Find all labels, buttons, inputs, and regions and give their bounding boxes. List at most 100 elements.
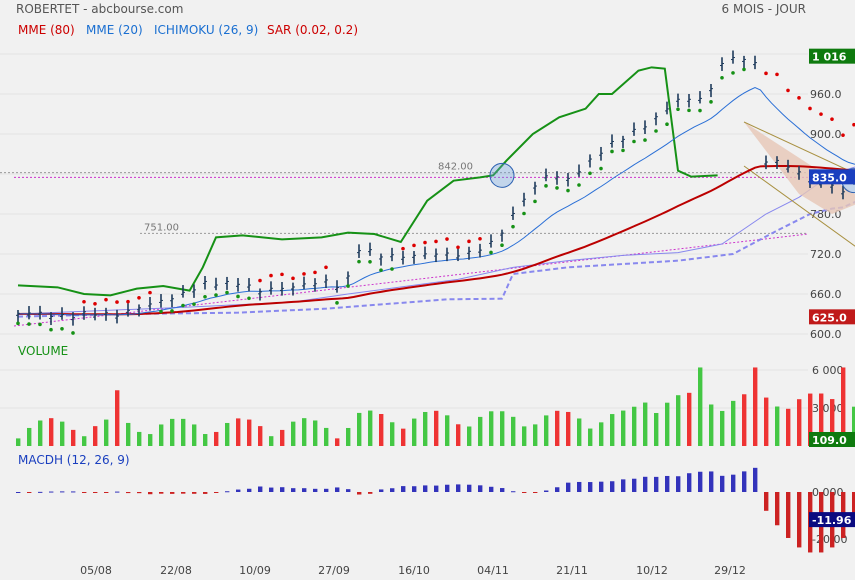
macd-bar: [258, 486, 263, 492]
x-tick-label: 22/08: [160, 564, 192, 577]
sar-dot-up: [610, 149, 614, 154]
macd-bar: [698, 471, 703, 492]
sar-dot-down: [478, 237, 482, 241]
x-tick-label: 04/11: [477, 564, 509, 577]
macd-bar: [786, 492, 791, 538]
volume-bar: [49, 418, 54, 446]
macd-bar: [16, 492, 21, 493]
mme20-line: [17, 87, 855, 316]
macd-bar: [104, 492, 109, 493]
sar-dot-up: [742, 67, 746, 72]
sar-dot-down: [775, 72, 779, 77]
badge-last-close: 835.0: [812, 171, 847, 184]
sar-dot-up: [511, 224, 515, 229]
wedge-lower-line: [743, 165, 855, 247]
badge-low-bg: [809, 309, 855, 325]
volume-bar: [511, 416, 516, 446]
volume-bar: [610, 414, 615, 446]
volume-bar: [115, 390, 120, 446]
macd-bar: [401, 486, 406, 492]
sar-dot-up: [720, 75, 724, 80]
volume-bar: [280, 429, 285, 446]
volume-bar: [104, 419, 109, 446]
sar-dot-down: [830, 117, 834, 121]
macd-bar: [742, 471, 747, 492]
badge-macd: -11.96: [812, 514, 852, 527]
sar-dot-down: [93, 302, 97, 306]
highlight-circle: [489, 162, 515, 188]
volume-bar: [170, 418, 175, 446]
macd-panel: 0.000-20.00-11.96: [16, 467, 855, 553]
x-tick-label: 16/10: [398, 564, 430, 577]
macd-bar: [797, 492, 802, 548]
sar-dot-up: [27, 322, 31, 326]
volume-bar: [82, 436, 87, 446]
macd-bar: [764, 492, 769, 511]
sar-dot-up: [159, 309, 163, 314]
sar-dot-up: [368, 259, 372, 264]
sar-dot-up: [599, 166, 603, 171]
macd-bar: [357, 492, 362, 495]
macd-bar: [170, 492, 175, 494]
sar-dot-down: [291, 276, 295, 281]
volume-panel: 3 000 6 000 109.0: [0, 364, 855, 447]
volume-bar: [676, 395, 681, 446]
macd-bar: [82, 492, 87, 493]
volume-bar: [379, 414, 384, 446]
macd-bar: [159, 492, 164, 494]
sar-dot-down: [302, 272, 306, 276]
macd-tick-label: 0.000: [812, 486, 844, 499]
volume-bar: [137, 431, 142, 446]
badge-low: 625.0: [812, 311, 847, 324]
macd-bar: [181, 492, 186, 494]
volume-bar: [841, 367, 846, 446]
sar-dot-up: [170, 309, 174, 313]
sar-dot-up: [214, 293, 218, 297]
sar-dot-up: [731, 71, 735, 75]
volume-bar: [203, 434, 208, 446]
macd-bar: [280, 487, 285, 492]
volume-bar: [566, 411, 571, 446]
volume-bar: [434, 410, 439, 446]
macd-bar: [599, 481, 604, 492]
sar-dot-up: [676, 107, 680, 112]
macd-bar: [225, 491, 230, 493]
volume-bar: [588, 428, 593, 446]
macd-bar: [379, 489, 384, 492]
legend-sar: SAR (0.02, 0.2): [267, 23, 358, 37]
volume-bar: [302, 418, 307, 446]
volume-bar: [269, 436, 274, 446]
macd-bar: [588, 482, 593, 492]
macd-bar: [302, 488, 307, 492]
macd-bar: [577, 481, 582, 492]
macd-bar: [192, 492, 197, 494]
volume-bar: [258, 426, 263, 446]
volume-bar: [335, 438, 340, 446]
sar-dot-down: [401, 246, 405, 251]
macd-bar: [852, 492, 855, 526]
price-tick-label: 600.0: [810, 328, 842, 341]
macd-bar: [126, 492, 131, 494]
volume-bar: [522, 426, 527, 446]
sar-dot-down: [808, 106, 812, 111]
macd-bar: [775, 492, 780, 526]
mme80-line: [17, 164, 855, 316]
sar-dot-down: [841, 133, 845, 137]
volume-bar: [786, 408, 791, 446]
green-lagging-line: [17, 66, 718, 297]
sar-dot-down: [258, 278, 262, 283]
volume-bar: [60, 421, 65, 446]
sar-dot-up: [588, 171, 592, 176]
sar-dot-up: [49, 327, 53, 332]
macd-bar: [720, 475, 725, 492]
x-tick-label: 10/09: [239, 564, 271, 577]
macd-bar: [643, 476, 648, 492]
sar-dot-up: [643, 138, 647, 142]
volume-title: VOLUME: [18, 344, 68, 358]
volume-bar: [808, 393, 813, 446]
volume-bar: [775, 406, 780, 446]
macd-bar: [709, 471, 714, 492]
volume-bar: [390, 422, 395, 446]
